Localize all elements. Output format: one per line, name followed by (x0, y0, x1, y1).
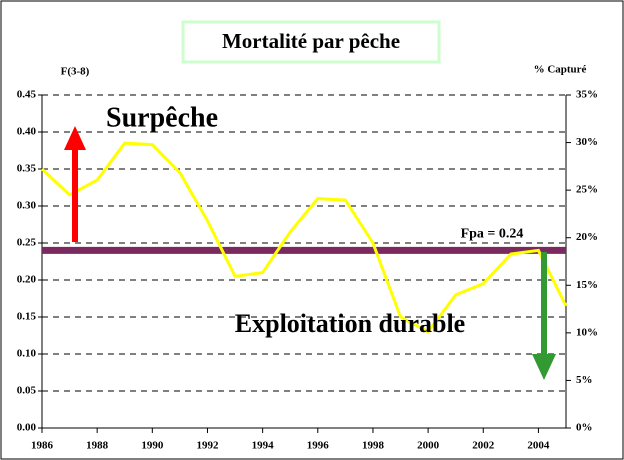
y2-tick-label: 35% (576, 89, 598, 101)
y2-tick-label: 30% (576, 136, 598, 148)
y-tick-label: 0.15 (17, 311, 37, 323)
arrow-up (64, 126, 86, 242)
y2-tick-label: 20% (576, 231, 598, 243)
x-tick-label: 2000 (417, 440, 440, 452)
data-line (40, 141, 568, 334)
y-axis-label: F(3-8) (61, 66, 90, 78)
x-tick-label: 1990 (141, 440, 164, 452)
y2-tick-label: 0% (576, 422, 593, 434)
title-box (181, 20, 441, 64)
x-tick-label: 1994 (252, 440, 275, 452)
chart-title: Mortalité par pêche (222, 29, 400, 53)
y2-tick-label: 10% (576, 326, 598, 338)
reference-label: Fpa = 0.24 (461, 227, 524, 242)
y-tick-label: 0.05 (17, 385, 37, 397)
y2-tick-label: 25% (576, 184, 598, 196)
y-tick-label: 0.00 (17, 422, 37, 434)
y-tick-label: 0.35 (17, 163, 37, 175)
x-tick-label: 1996 (307, 440, 330, 452)
x-tick-label: 2004 (527, 440, 550, 452)
arrow-down (532, 252, 556, 380)
y-tick-label: 0.20 (17, 274, 37, 286)
y2-axis-label: % Capturé (534, 64, 587, 76)
y-tick-label: 0.40 (17, 126, 37, 138)
x-tick-label: 1986 (31, 440, 54, 452)
x-tick-label: 1992 (196, 440, 219, 452)
y2-tick-label: 5% (576, 374, 593, 386)
y-tick-label: 0.30 (17, 200, 37, 212)
annotation: Exploitation durable (235, 309, 465, 338)
annotation: Surpêche (106, 102, 218, 133)
x-tick-label: 1998 (362, 440, 385, 452)
x-tick-label: 1988 (86, 440, 109, 452)
y2-tick-label: 15% (576, 279, 598, 291)
x-tick-label: 2002 (472, 440, 495, 452)
y-tick-label: 0.10 (17, 348, 37, 360)
y-tick-label: 0.25 (17, 237, 37, 249)
y-tick-label: 0.45 (17, 89, 37, 101)
